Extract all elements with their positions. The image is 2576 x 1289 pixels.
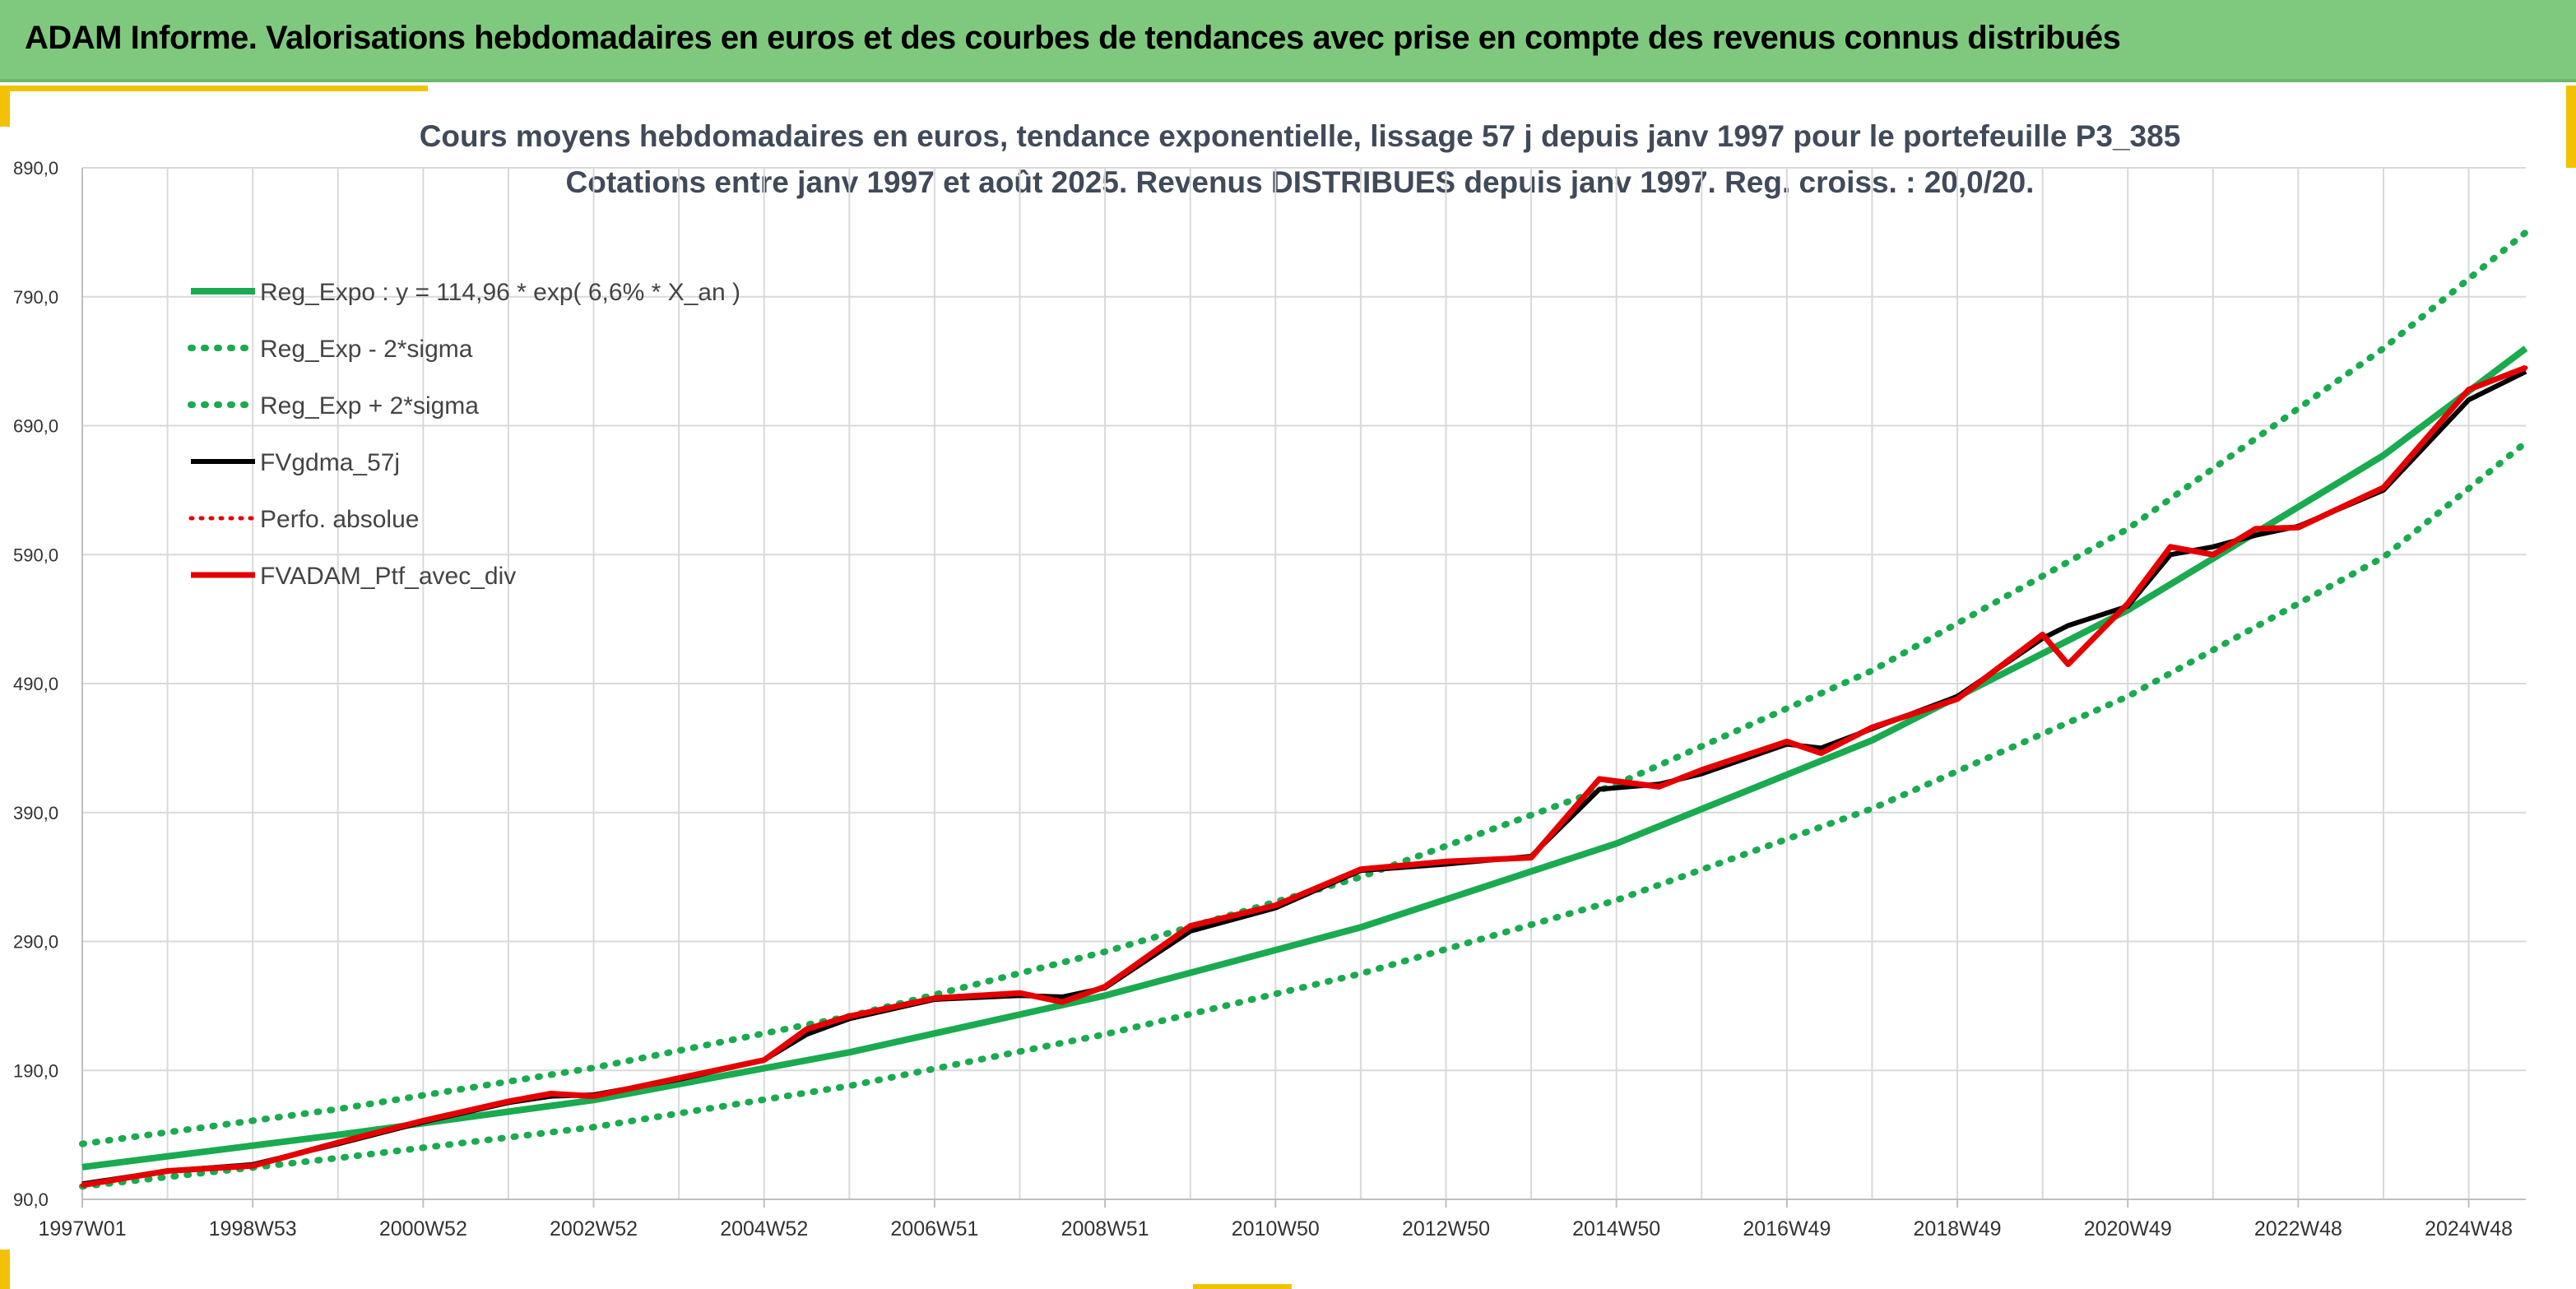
accent-border-right-top [2566,86,2576,168]
x-tick-label: 1998W53 [209,1217,297,1240]
series-line-0 [81,345,2528,1171]
legend-label: Reg_Exp - 2*sigma [260,336,473,363]
legend-label: Reg_Exp + 2*sigma [260,392,479,420]
legend-label: Perfo. absolue [260,506,419,533]
x-tick-label: 2018W49 [1914,1217,2002,1240]
accent-border-left-top [0,86,10,127]
axes: 890,0 790,0 690,0 590,0 490,0 390,0 290,0 190,0… [13,158,2526,1240]
header-bar: ADAM Informe. Valorisations hebdomadaire… [0,0,2576,82]
series-line-5 [81,364,2527,1189]
grid-lines [81,167,2526,1200]
legend: Reg_Expo : y = 114,96 * exp( 6,6% * X_an… [188,279,740,590]
x-tick-label: 2022W48 [2254,1217,2342,1240]
page-title: ADAM Informe. Valorisations hebdomadaire… [25,20,2121,56]
x-tick-label: 2016W49 [1743,1217,1831,1240]
series-line-3 [81,369,2527,1187]
series-line-1 [79,438,2529,1190]
x-tick-label: 2012W50 [1402,1217,1490,1240]
legend-label: FVADAM_Ptf_avec_div [260,563,516,590]
accent-border-top [0,86,428,91]
y-tick-label: 290,0 [13,932,58,953]
series-line-2 [79,229,2529,1148]
y-tick-label: 490,0 [13,674,58,694]
series-line-4 [80,365,2528,1188]
chart-subtitle: Cotations entre janv 1997 et août 2025. … [566,165,2035,199]
chart-title: Cours moyens hebdomadaires en euros, ten… [420,119,2181,153]
legend-label: Reg_Expo : y = 114,96 * exp( 6,6% * X_an… [260,279,740,306]
y-tick-label: 790,0 [13,287,58,308]
y-tick-label: 890,0 [13,158,58,179]
x-tick-label: 2002W52 [550,1217,638,1240]
series-lines [79,229,2529,1190]
y-tick-label: 590,0 [13,545,58,565]
x-tick-label: 2006W51 [890,1217,978,1240]
y-tick-label: 690,0 [13,416,58,437]
y-tick-label: 390,0 [13,803,58,823]
x-tick-label: 2024W48 [2425,1217,2513,1240]
x-tick-label: 2004W52 [720,1217,808,1240]
accent-border-bottom [1193,1284,1292,1289]
x-tick-label: 1997W01 [38,1217,126,1240]
y-tick-label: 90,0 [13,1189,49,1210]
y-tick-label: 190,0 [13,1060,58,1081]
x-tick-label: 2020W49 [2084,1217,2172,1240]
x-tick-label: 2008W51 [1061,1217,1149,1240]
x-tick-label: 2010W50 [1232,1217,1320,1240]
x-tick-label: 2000W52 [379,1217,467,1240]
legend-label: FVgdma_57j [260,449,400,476]
x-tick-label: 2014W50 [1572,1217,1660,1240]
accent-border-left-bottom [0,1250,10,1289]
